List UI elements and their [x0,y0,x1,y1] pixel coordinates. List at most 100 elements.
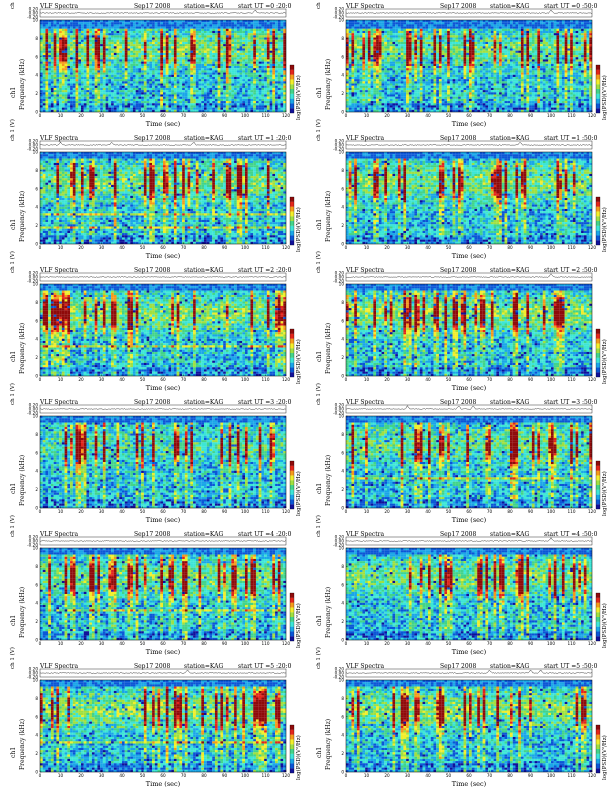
spectrogram-cell [173,96,177,99]
spectrogram-cell [523,28,527,31]
spectrogram-cell [64,103,68,106]
spectrogram-cell [204,30,207,34]
spectrogram-cell [195,68,199,71]
spectrogram-cell [56,35,60,38]
spectrogram-cell [283,63,287,67]
spectrogram-cell [193,59,196,62]
spectrogram-cell [488,24,491,27]
spectrogram-cell [217,61,221,64]
spectrogram-cell [493,35,497,38]
spectrogram-cell [75,28,79,31]
spectrogram-cell [455,39,459,42]
spectrogram-cell [365,28,368,31]
spectrogram-cell [81,46,84,49]
spectrogram-cell [225,35,229,38]
spectrogram-cell [171,44,174,47]
spectrogram-cell [67,68,71,71]
spectrogram-cell [275,94,278,97]
spectrogram-cell [173,52,177,56]
spectrogram-cell [228,48,232,51]
spectrogram-cell [266,59,270,62]
spectrogram-cell [269,96,273,99]
spectrogram-cell [111,37,114,40]
spectrogram-cell [482,22,486,25]
spectrogram-cell [152,94,155,97]
spectrogram-cell [510,20,513,23]
spectrogram-cell [122,44,125,47]
spectrogram-cell [537,35,541,38]
spectrogram-cell [212,61,215,64]
spectrogram-cell [75,20,79,23]
spectrogram-cell [154,81,158,84]
spectrogram-cell [100,57,103,60]
spectrogram-cell [168,30,172,34]
spectrogram-cell [138,68,142,71]
spectrogram-cell [272,79,276,82]
spectrogram-cell [61,22,65,25]
spectrogram-cell [182,98,185,102]
spectrogram-cell [130,79,133,82]
spectrogram-cell [45,41,49,45]
spectrogram-cell [42,66,46,69]
spectrogram-cell [419,44,423,47]
spectrogram-cell [89,85,92,88]
spectrogram-cell [239,96,243,99]
spectrogram-cell [417,35,420,38]
spectrogram-cell [42,81,46,84]
spectrogram-cell [100,103,103,106]
spectrogram-cell [280,46,284,49]
spectrogram-cell [534,33,538,36]
spectrogram-cell [553,24,557,27]
spectrogram-cell [75,35,79,38]
spectrogram-cell [209,20,213,23]
spectrogram-cell [477,22,480,25]
spectrogram-cell [223,98,226,102]
spectrogram-cell [258,35,262,38]
spectrogram-cell [389,20,393,23]
spectrogram-cell [387,26,390,29]
spectrogram-cell [277,57,281,60]
spectrogram-cell [45,26,49,29]
spectrogram-cell [149,39,153,42]
spectrogram-cell [214,92,218,95]
spectrogram-cell [447,37,450,40]
spectrogram-cell [220,35,224,38]
spectrogram-cell [570,30,573,34]
spectrogram-cell [234,105,237,108]
spectrogram-cell [239,94,243,97]
spectrogram-cell [50,26,54,29]
spectrogram-cell [149,105,153,108]
spectrogram-cell [217,66,221,69]
spectrogram-cell [94,101,98,104]
spectrogram-cell [378,26,382,29]
spectrogram-cell [124,52,128,56]
spectrogram-cell [589,39,593,42]
spectrogram-cell [266,20,270,23]
spectrogram-cell [111,109,114,113]
spectrogram-cell [130,70,133,73]
spectrogram-cell [89,59,92,62]
spectrogram-cell [518,35,521,38]
spectrogram-cell [40,103,43,106]
spectrogram-cell [223,76,226,80]
spectrogram-cell [482,26,486,29]
spectrogram-cell [152,57,155,60]
spectrogram-cell [206,76,210,80]
spectrogram-cell [86,26,90,29]
spectrogram-cell [414,20,418,23]
spectrogram-cell [411,37,415,40]
spectrogram-cell [75,22,79,25]
spectrogram-cell [239,87,243,91]
spectrogram-cell [501,33,505,36]
spectrogram-cell [53,79,57,82]
spectrogram-cell [381,41,385,45]
spectrogram-cell [154,41,158,45]
spectrogram-cell [236,85,240,88]
spectrogram-cell [195,79,199,82]
spectrogram-cell [111,55,114,58]
spectrogram-cell [395,33,398,36]
spectrogram-cell [428,26,431,29]
spectrogram-cell [111,48,114,51]
spectrogram-cell [217,52,221,56]
spectrogram-cell [179,70,183,73]
